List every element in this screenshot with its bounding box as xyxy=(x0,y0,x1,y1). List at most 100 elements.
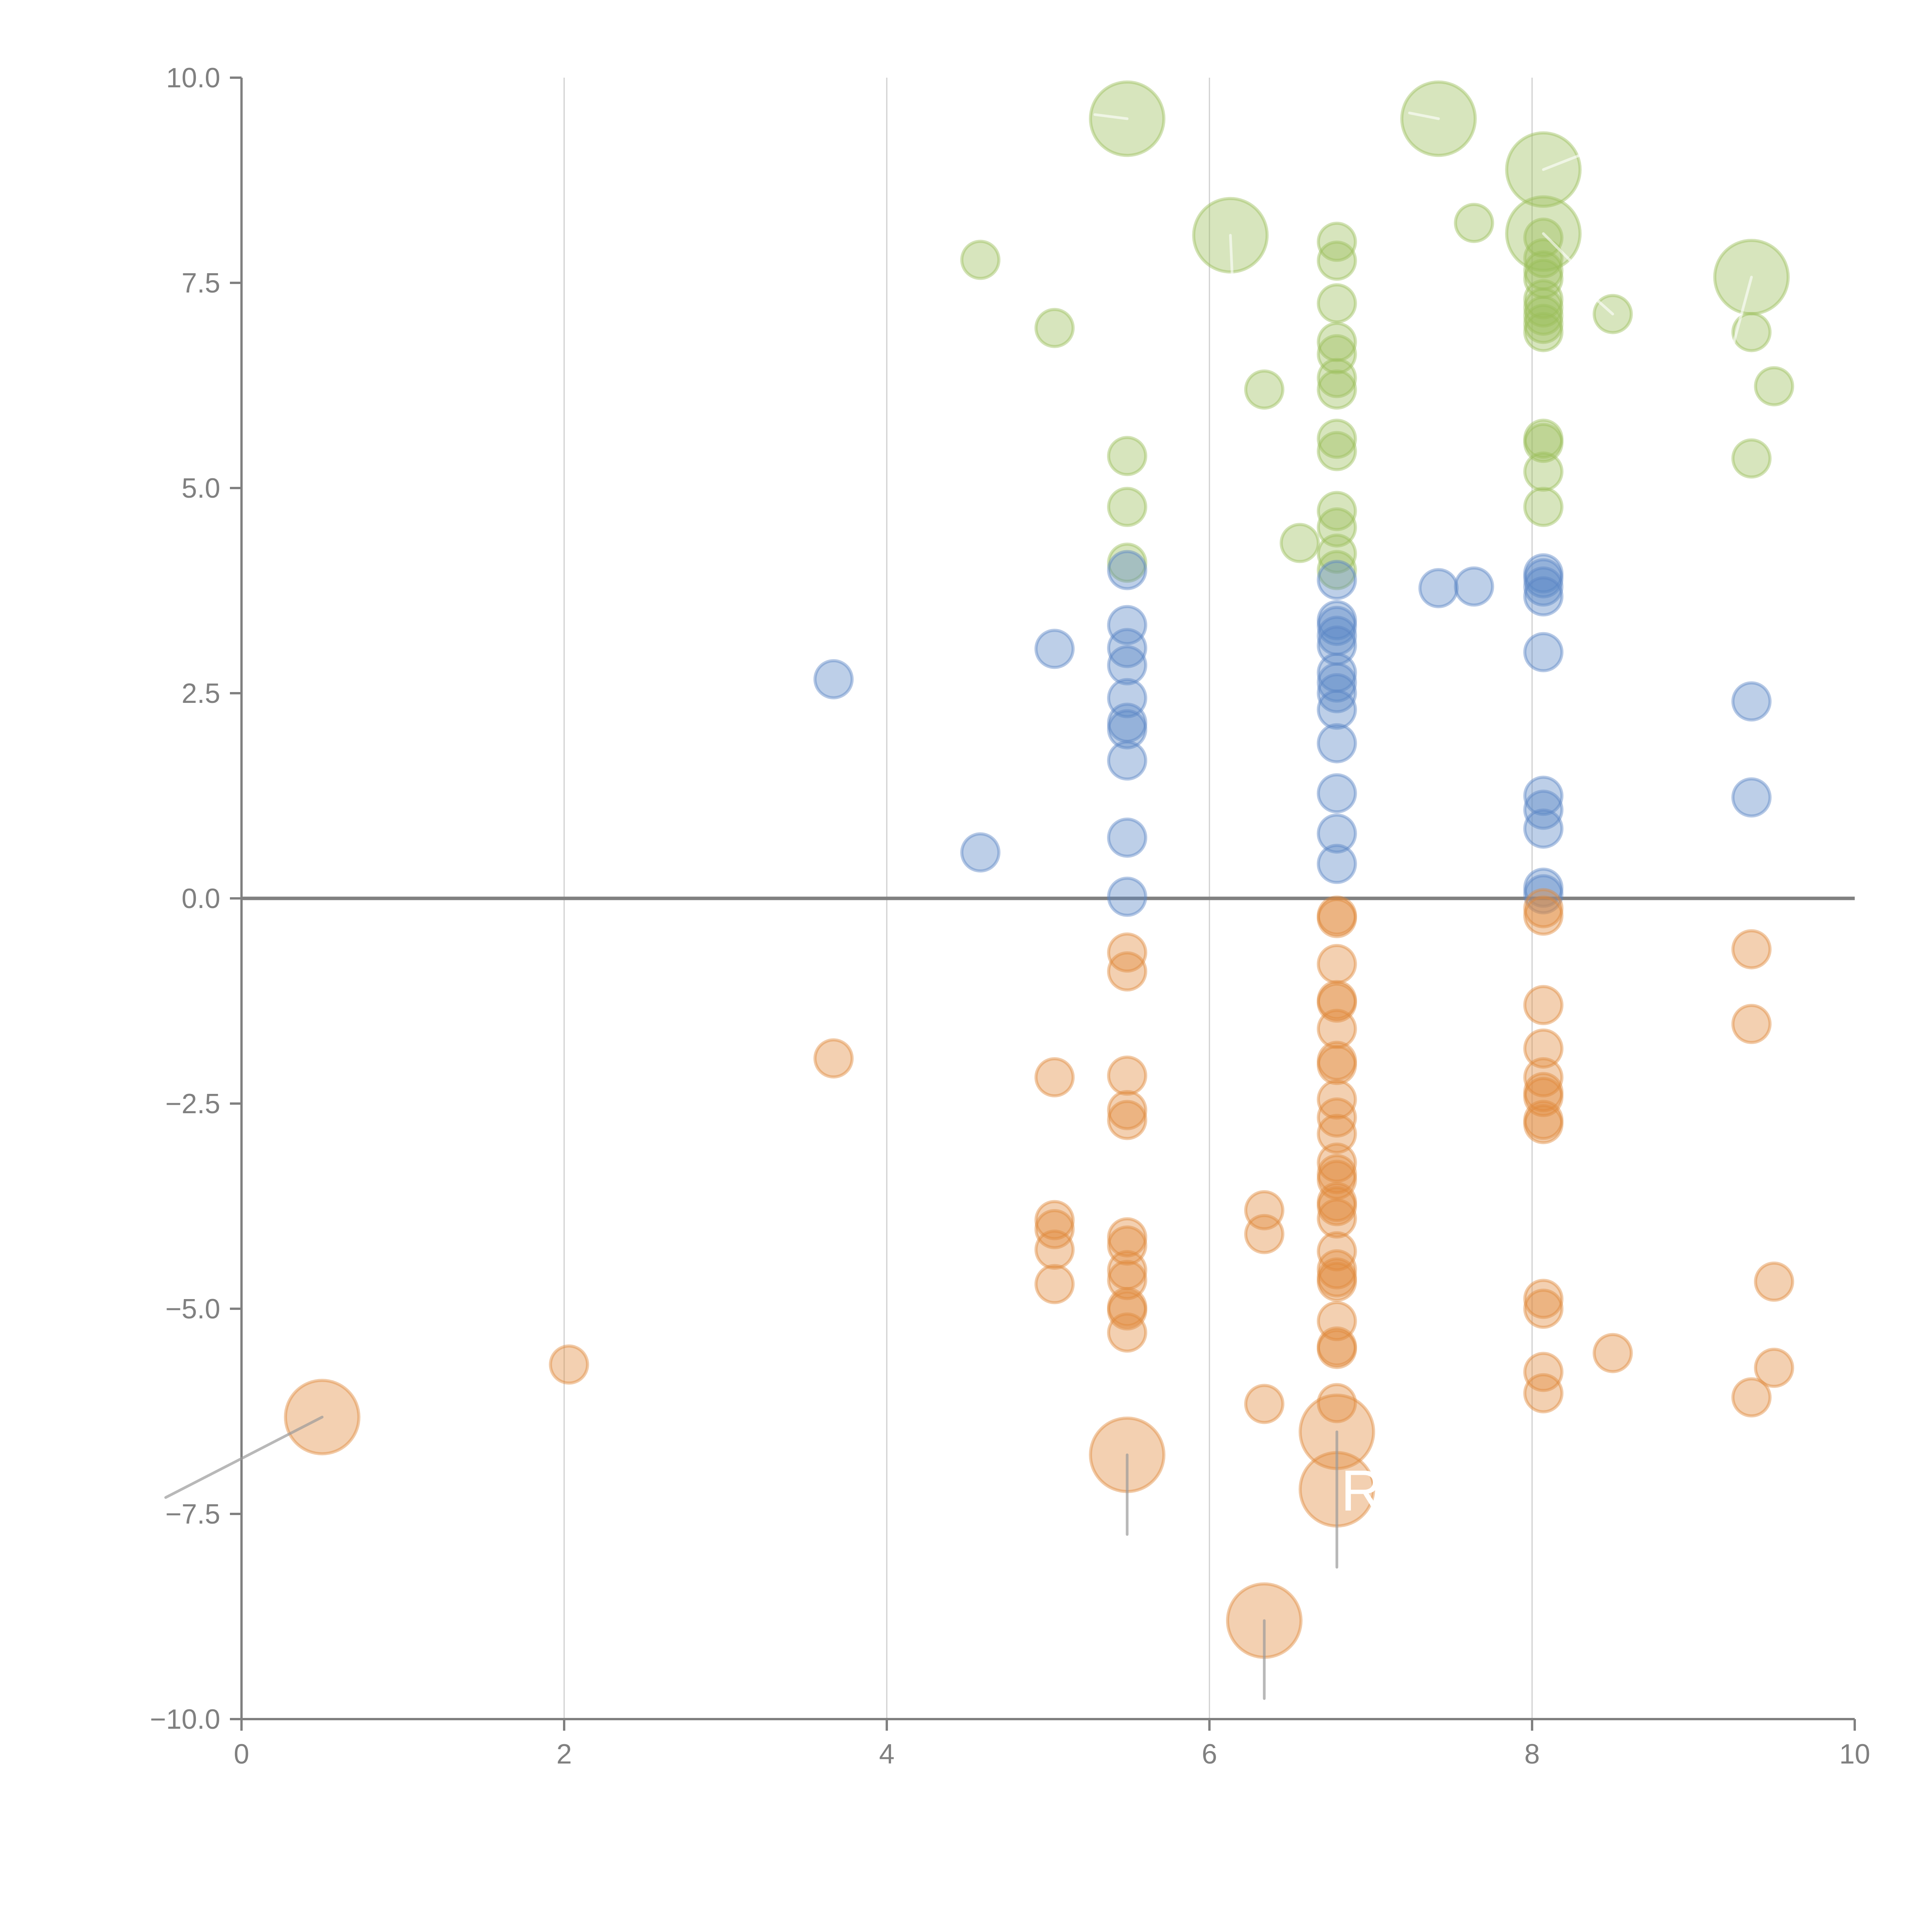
data-point-orange xyxy=(1754,1261,1794,1302)
data-point-green xyxy=(1523,418,1564,459)
data-point-green xyxy=(1316,491,1357,531)
data-point-orange xyxy=(1034,1230,1075,1270)
data-point-blue xyxy=(1107,628,1148,668)
data-point-blue xyxy=(1523,558,1564,599)
data-point-orange xyxy=(1107,1260,1148,1300)
data-points xyxy=(284,80,1794,1659)
data-point-orange xyxy=(1316,1097,1357,1138)
annotation-leader-line xyxy=(1094,113,1129,120)
data-point-blue xyxy=(1107,817,1148,858)
data-point-orange xyxy=(1316,982,1357,1023)
data-point-orange xyxy=(1316,1261,1357,1302)
data-point-orange xyxy=(813,1038,854,1079)
data-point-orange xyxy=(1731,929,1772,969)
data-point-orange xyxy=(1316,1329,1357,1369)
data-point-orange xyxy=(1034,1209,1075,1249)
annotations: R xyxy=(164,111,1753,1700)
data-point-blue xyxy=(1316,616,1357,656)
data-point-blue xyxy=(1316,652,1357,693)
data-point-orange xyxy=(1523,1057,1564,1098)
data-point-orange xyxy=(1316,1079,1357,1120)
data-point-orange xyxy=(1754,1347,1794,1388)
data-point-blue xyxy=(1316,773,1357,814)
data-point-blue xyxy=(1316,625,1357,666)
data-point-blue xyxy=(1418,568,1459,609)
data-point-green xyxy=(1244,369,1284,410)
x-tick-label: 6 xyxy=(1202,1739,1217,1770)
data-point-orange xyxy=(1316,895,1357,936)
data-point-blue xyxy=(1523,566,1564,607)
data-point-blue xyxy=(1523,632,1564,672)
annotation-leader-line xyxy=(1408,111,1440,120)
data-point-blue xyxy=(1034,629,1075,669)
data-point-blue xyxy=(1316,673,1357,713)
data-point-orange xyxy=(1316,1257,1357,1298)
data-point-green xyxy=(1279,523,1320,563)
data-point-orange xyxy=(1523,1279,1564,1319)
data-point-orange xyxy=(1316,1231,1357,1272)
y-tick-label: −7.5 xyxy=(165,1499,220,1530)
data-point-orange xyxy=(1034,1057,1075,1098)
data-point-orange xyxy=(1316,1182,1357,1222)
data-point-blue xyxy=(1731,777,1772,818)
x-tick-label: 10 xyxy=(1839,1739,1870,1770)
data-point-orange xyxy=(1316,1045,1357,1085)
data-point-orange xyxy=(1316,1160,1357,1200)
data-point-green xyxy=(1316,418,1357,459)
data-point-green xyxy=(1454,202,1494,243)
annotation-label: R xyxy=(1341,1458,1383,1523)
y-tick-label: −5.0 xyxy=(165,1294,220,1325)
data-point-blue xyxy=(1316,723,1357,764)
data-point-blue xyxy=(1523,874,1564,915)
data-point-green xyxy=(1523,312,1564,352)
data-point-green xyxy=(960,240,1001,280)
data-point-orange xyxy=(1316,1383,1357,1423)
data-point-orange xyxy=(1523,1100,1564,1140)
data-point-orange xyxy=(1523,1104,1564,1145)
data-point-blue xyxy=(1107,550,1148,590)
data-point-orange xyxy=(1034,1264,1075,1304)
data-point-blue xyxy=(1523,789,1564,830)
data-point-blue xyxy=(1316,600,1357,640)
data-point-green xyxy=(1316,431,1357,471)
data-point-orange xyxy=(1316,1009,1357,1049)
data-point-orange xyxy=(1107,1055,1148,1096)
data-point-orange xyxy=(1107,951,1148,992)
data-point-orange xyxy=(1316,980,1357,1020)
data-point-orange xyxy=(1523,985,1564,1026)
data-point-green xyxy=(1316,550,1357,590)
data-point-orange xyxy=(1107,1290,1148,1331)
data-point-orange xyxy=(1316,1326,1357,1367)
tick-labels: 0 2 4 6 8 10 10.0 7.5 5.0 2.5 0.0 −2.5 −5.0 −7.5 −10.0 xyxy=(150,63,1870,1770)
data-point-orange xyxy=(1107,1312,1148,1353)
data-point-green xyxy=(1523,423,1564,463)
data-point-orange xyxy=(1316,1041,1357,1081)
data-point-orange xyxy=(1316,1249,1357,1290)
data-point-green xyxy=(1107,543,1148,583)
data-point-orange xyxy=(1523,895,1564,936)
data-point-orange xyxy=(1034,1200,1075,1240)
annotation-leader-line xyxy=(1229,234,1235,309)
data-point-green xyxy=(1523,279,1564,320)
data-point-green xyxy=(1523,451,1564,492)
data-point-green xyxy=(1316,369,1357,410)
data-point-orange xyxy=(1107,1217,1148,1258)
data-point-orange xyxy=(1244,1190,1284,1231)
data-point-green xyxy=(1523,259,1564,299)
data-point-orange xyxy=(1107,1287,1148,1327)
data-point-blue xyxy=(1731,681,1772,722)
y-tick-label: 0.0 xyxy=(182,883,220,914)
annotation-leader-line xyxy=(1542,232,1590,280)
data-point-orange xyxy=(1523,888,1564,929)
data-point-green xyxy=(1316,533,1357,574)
y-tick-label: 10.0 xyxy=(166,63,220,94)
data-point-blue xyxy=(1523,553,1564,594)
data-point-blue xyxy=(1523,776,1564,816)
data-point-blue xyxy=(1107,709,1148,750)
data-point-blue xyxy=(1454,566,1494,607)
data-point-green xyxy=(1107,436,1148,476)
data-point-orange xyxy=(1107,1250,1148,1291)
data-point-blue xyxy=(1107,740,1148,781)
data-point-orange xyxy=(549,1344,589,1385)
